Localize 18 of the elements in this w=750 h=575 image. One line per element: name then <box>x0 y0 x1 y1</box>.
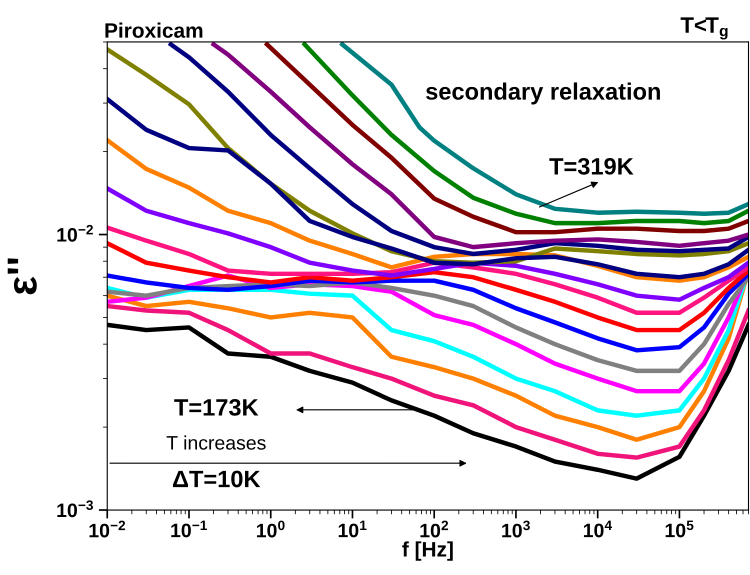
x-tick-label: 10$^{5}$ <box>666 520 694 538</box>
y-tick-label: 10$^{−3}$ <box>57 500 93 518</box>
x-axis-title: f [Hz] <box>402 541 453 561</box>
x-tick-label: 10$^{−1}$ <box>171 520 207 538</box>
annotation: ΔT=10K <box>172 470 260 488</box>
x-tick-label: 10$^{3}$ <box>502 520 530 538</box>
annotation: T increases <box>166 435 266 450</box>
annotation: T=173K <box>174 399 258 416</box>
annotation: secondary relaxation <box>426 82 660 104</box>
y-axis-title: ε'' <box>8 258 37 294</box>
text: T<T$_{g}$ <box>680 17 728 40</box>
x-tick-label: 10$^{1}$ <box>338 520 366 538</box>
chart-title: Piroxicam <box>105 22 202 38</box>
x-tick-label: 10$^{4}$ <box>584 520 612 538</box>
x-tick-label: 10$^{−2}$ <box>90 520 126 538</box>
annotation: T=319K <box>549 158 634 175</box>
x-tick-label: 10$^{0}$ <box>256 520 285 538</box>
x-tick-label: 10$^{2}$ <box>420 520 448 538</box>
